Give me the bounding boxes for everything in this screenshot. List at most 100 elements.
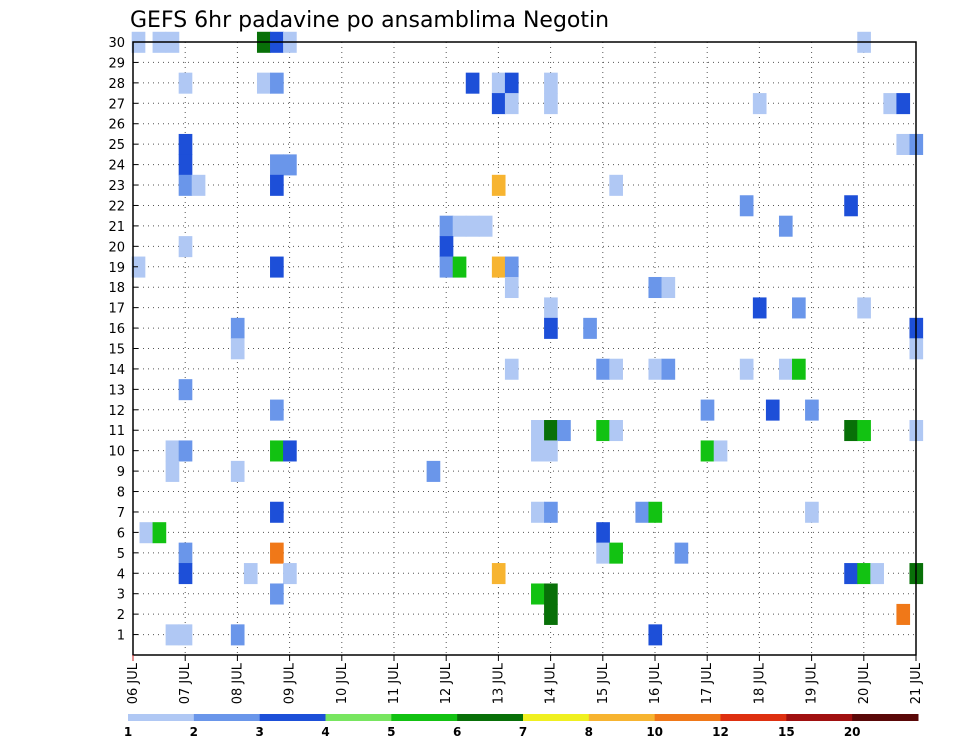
y-tick-label: 27: [108, 97, 125, 112]
legend-label: 1: [124, 725, 132, 739]
heatmap-cell: [544, 501, 558, 523]
heatmap-cell: [178, 440, 193, 462]
heatmap-cell: [544, 317, 558, 339]
y-tick-label: 22: [108, 199, 125, 214]
heatmap-cells: [131, 31, 924, 646]
heatmap-cell: [896, 603, 911, 625]
heatmap-cell: [792, 297, 806, 319]
heatmap-cell: [596, 358, 610, 380]
y-tick-label: 25: [108, 138, 125, 153]
y-tick-label: 16: [108, 322, 125, 337]
heatmap-cell: [752, 93, 767, 115]
x-tick-label: 11 JUL: [387, 662, 402, 704]
heatmap-cell: [270, 440, 284, 462]
y-tick-label: 20: [108, 240, 125, 255]
y-tick-label: 26: [108, 118, 125, 133]
legend-swatch: [852, 714, 919, 721]
heatmap-cell: [491, 256, 506, 278]
heatmap-cell: [896, 133, 911, 155]
x-tick-label: 20 JUL: [857, 662, 872, 704]
heatmap-cell: [491, 174, 506, 196]
heatmap-cell: [178, 379, 193, 401]
heatmap-cell: [531, 501, 545, 523]
legend-label: 2: [190, 725, 198, 739]
heatmap-cell: [700, 440, 715, 462]
heatmap-cell: [544, 603, 558, 625]
legend-label: 15: [778, 725, 795, 739]
heatmap-cell: [557, 420, 571, 442]
y-tick-label: 4: [117, 567, 125, 582]
heatmap-cell: [165, 440, 180, 462]
heatmap-cell: [426, 460, 441, 482]
heatmap-cell: [844, 563, 858, 585]
heatmap-cell: [765, 399, 780, 421]
y-tick-label: 17: [108, 302, 125, 317]
heatmap-cell: [661, 276, 676, 299]
legend-swatch: [391, 714, 458, 721]
heatmap-cell: [857, 297, 871, 319]
heatmap-cell: [648, 276, 663, 299]
heatmap-cell: [739, 195, 754, 217]
y-tick-label: 29: [108, 56, 125, 71]
heatmap-cell: [609, 542, 623, 564]
chart-title: GEFS 6hr padavine po ansamblima Negotin: [130, 8, 609, 33]
legend-swatch: [720, 714, 787, 721]
x-tick-label: 12 JUL: [439, 662, 454, 704]
heatmap-cell: [178, 133, 193, 155]
heatmap-cell: [452, 256, 467, 278]
y-tick-label: 9: [117, 465, 125, 480]
heatmap-cell: [883, 93, 898, 115]
heatmap-cell: [857, 563, 871, 585]
x-tick-label: 19 JUL: [805, 662, 820, 704]
x-tick-label: 17 JUL: [700, 662, 715, 704]
y-axis: 1234567891011121314151617181920212223242…: [108, 36, 138, 644]
y-tick-label: 21: [108, 220, 125, 235]
x-tick-label: 10 JUL: [335, 662, 350, 704]
legend-label: 4: [321, 725, 329, 739]
heatmap-cell: [544, 420, 558, 442]
heatmap-cell: [805, 501, 819, 523]
heatmap-cell: [178, 154, 193, 176]
legend-label: 20: [844, 725, 861, 739]
legend-swatch: [654, 714, 721, 721]
heatmap-cell: [178, 624, 193, 646]
heatmap-cell: [778, 215, 793, 237]
x-tick-label: 06 JUL: [126, 662, 141, 704]
heatmap-cell: [544, 440, 558, 462]
heatmap-cell: [700, 399, 715, 421]
heatmap-cell: [270, 501, 284, 523]
heatmap-cell: [439, 256, 454, 278]
heatmap-cell: [504, 358, 519, 380]
heatmap-cell: [270, 399, 284, 421]
heatmap-cell: [504, 276, 519, 299]
heatmap-cell: [139, 522, 154, 544]
legend-label: 10: [646, 725, 663, 739]
y-tick-label: 24: [108, 159, 125, 174]
y-tick-label: 13: [108, 383, 125, 398]
heatmap-cell: [844, 420, 858, 442]
x-tick-label: 21 JUL: [909, 662, 924, 704]
heatmap-cell: [583, 317, 597, 339]
heatmap-cell: [178, 72, 193, 94]
x-tick-label: 09 JUL: [283, 662, 298, 704]
heatmap-cell: [178, 236, 193, 258]
heatmap-cell: [504, 72, 519, 94]
heatmap-cell: [165, 460, 180, 482]
x-tick-label: 13 JUL: [491, 662, 506, 704]
y-tick-label: 3: [117, 588, 125, 603]
heatmap-cell: [544, 297, 558, 319]
x-tick-label: 08 JUL: [230, 662, 245, 704]
x-tick-label: 18 JUL: [752, 662, 767, 704]
heatmap-cell: [531, 420, 545, 442]
heatmap-cell: [596, 522, 610, 544]
x-axis: 06 JUL 07 JUL 08 JUL 09 JUL 10 JUL 11 JUL 12 J…: [126, 655, 924, 704]
heatmap-cell: [270, 583, 284, 605]
heatmap-cell: [230, 317, 245, 339]
heatmap-cell: [504, 256, 519, 278]
heatmap-cell: [739, 358, 754, 380]
heatmap-cell: [778, 358, 793, 380]
heatmap-cell: [491, 93, 506, 115]
heatmap-cell: [283, 154, 297, 176]
heatmap-cell: [648, 501, 663, 523]
